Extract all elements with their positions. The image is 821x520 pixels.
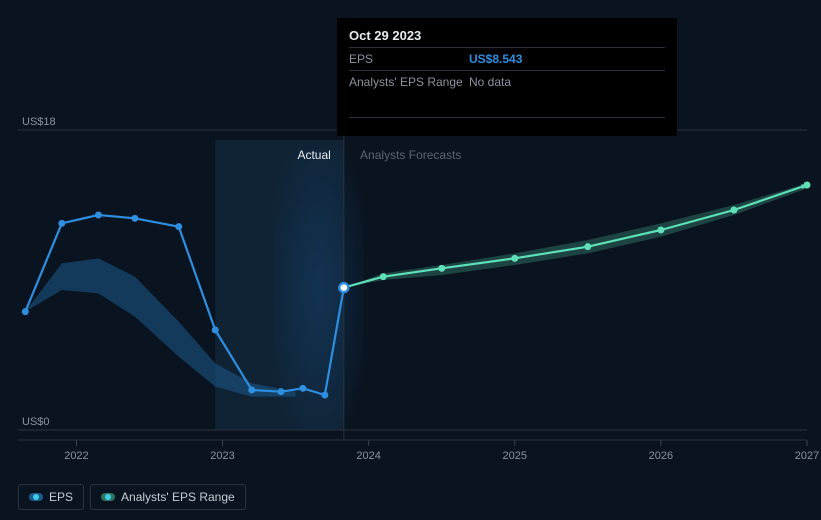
tooltip-row-value: US$8.543: [469, 52, 522, 66]
legend-swatch-icon: [29, 493, 43, 501]
tooltip-date: Oct 29 2023: [349, 28, 665, 47]
x-tick-label: 2026: [649, 450, 673, 462]
region-label-forecast: Analysts Forecasts: [360, 148, 461, 162]
tooltip-row-value: No data: [469, 75, 511, 89]
y-tick-label: US$18: [22, 116, 56, 128]
y-tick-label: US$0: [22, 416, 50, 428]
legend-item[interactable]: EPS: [18, 484, 84, 510]
tooltip-row: EPSUS$8.543: [349, 47, 665, 70]
legend-label: Analysts' EPS Range: [121, 490, 235, 504]
region-label-actual: Actual: [297, 148, 330, 162]
legend-label: EPS: [49, 490, 73, 504]
tooltip-row-label: EPS: [349, 52, 469, 66]
x-tick-label: 2022: [64, 450, 88, 462]
x-tick-label: 2025: [503, 450, 527, 462]
chart-tooltip: Oct 29 2023 EPSUS$8.543Analysts' EPS Ran…: [337, 18, 677, 136]
tooltip-row: Analysts' EPS RangeNo data: [349, 70, 665, 93]
x-tick-label: 2023: [210, 450, 234, 462]
x-tick-label: 2024: [356, 450, 380, 462]
legend-item[interactable]: Analysts' EPS Range: [90, 484, 246, 510]
x-tick-label: 2027: [795, 450, 819, 462]
chart-legend: EPS Analysts' EPS Range: [18, 484, 246, 510]
eps-chart: US$18 US$0 2022 2023 2024 2025 2026 2027 Actua…: [0, 0, 821, 520]
tooltip-row-label: Analysts' EPS Range: [349, 75, 469, 89]
legend-swatch-icon: [101, 493, 115, 501]
